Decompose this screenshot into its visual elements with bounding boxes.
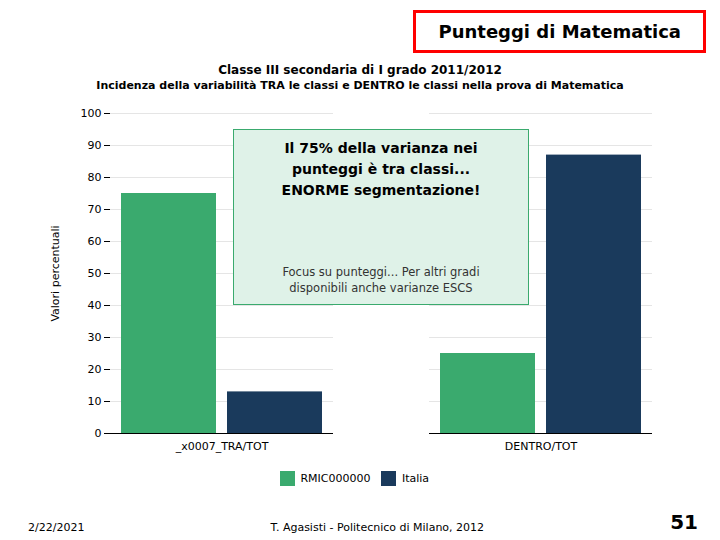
html-text:51: 51 [670,510,698,534]
svg-text:80: 80 [88,171,102,184]
svg-text:Valori percentuali: Valori percentuali [49,225,62,321]
html-text:Classe III secondaria di I gra: Classe III secondaria di I grado 2011/20… [218,63,502,77]
html-text:Focus su punteggi... Per altri: Focus su punteggi... Per altri gradi dis… [282,264,480,295]
svg-text:30: 30 [88,331,102,344]
svg-text:50: 50 [88,267,102,280]
svg-text:40: 40 [88,299,102,312]
svg-text:70: 70 [88,203,102,216]
svg-text:0: 0 [95,427,102,440]
svg-text:90: 90 [88,139,102,152]
svg-text:DENTRO/TOT: DENTRO/TOT [505,440,578,453]
html-text:RMIC000000: RMIC000000 [300,471,371,485]
html-text:Il 75% della varianza nei punt: Il 75% della varianza nei punteggi è tra… [281,140,481,198]
html-text:T. Agasisti - Politecnico di M: T. Agasisti - Politecnico di Milano, 201… [270,521,485,534]
html-text:Incidenza della variabilità TR: Incidenza della variabilità TRA le class… [96,79,624,92]
svg-text:100: 100 [81,107,102,120]
svg-text:20: 20 [88,363,102,376]
svg-text:_x0007_TRA/TOT: _x0007_TRA/TOT [175,440,269,453]
svg-text:10: 10 [88,395,102,408]
html-text:Italia: Italia [402,471,430,485]
html-text:2/22/2021: 2/22/2021 [28,521,85,534]
html-text:Punteggi di Matematica: Punteggi di Matematica [438,20,681,42]
svg-text:60: 60 [88,235,102,248]
